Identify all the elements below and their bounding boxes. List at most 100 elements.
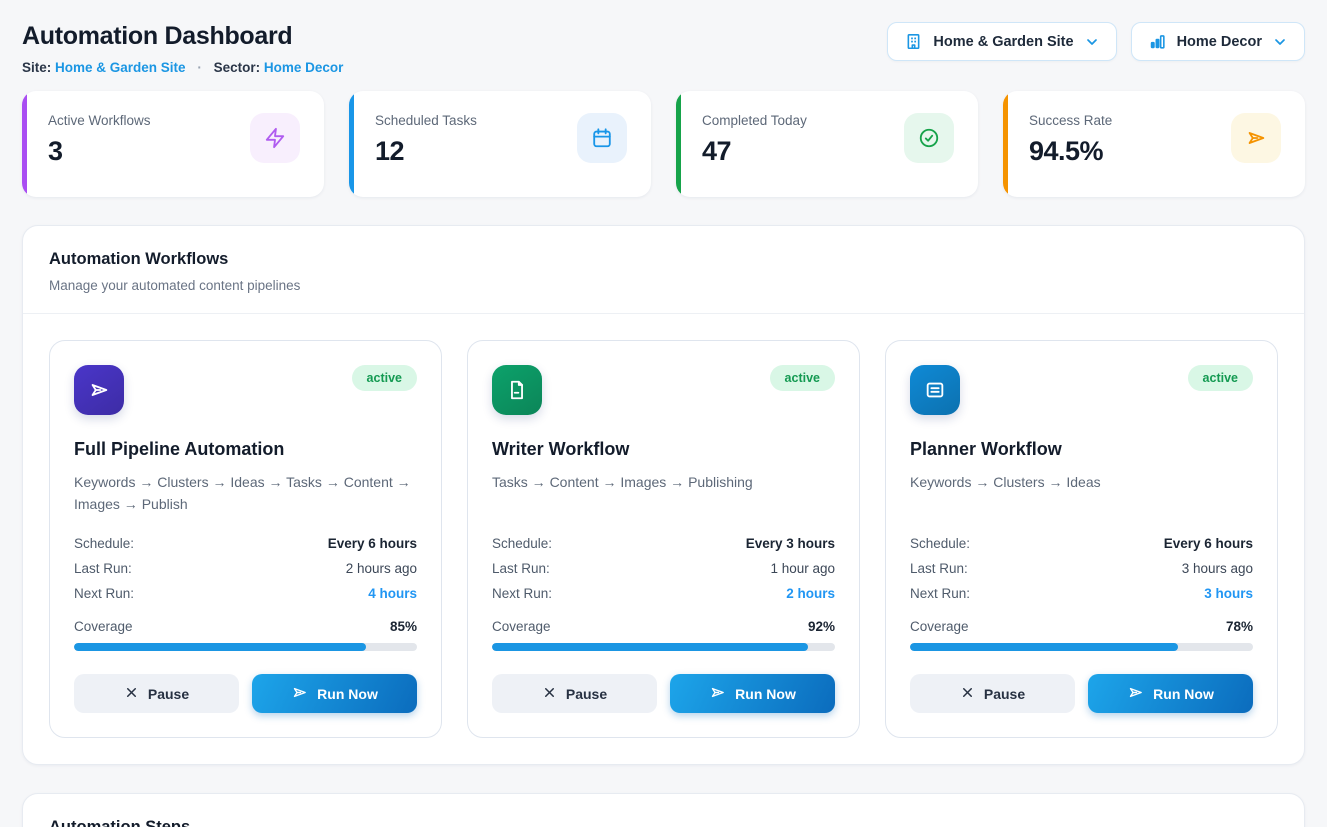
next-run-row: Next Run: 2 hours <box>492 586 835 601</box>
coverage-label: Coverage <box>74 619 133 634</box>
stat-label: Completed Today <box>702 113 807 128</box>
last-run-value: 2 hours ago <box>345 561 417 576</box>
schedule-row: Schedule: Every 6 hours <box>910 536 1253 551</box>
schedule-value: Every 6 hours <box>327 536 417 551</box>
run-now-button[interactable]: Run Now <box>1088 674 1253 713</box>
schedule-label: Schedule: <box>492 536 553 551</box>
stat-accent-stripe <box>349 91 354 197</box>
workflow-description: Keywords → Clusters → Ideas <box>910 474 1101 490</box>
schedule-value: Every 6 hours <box>1163 536 1253 551</box>
list-icon <box>910 365 960 415</box>
coverage-label: Coverage <box>910 619 969 634</box>
calendar-icon <box>577 113 627 163</box>
status-badge: active <box>351 365 417 391</box>
schedule-label: Schedule: <box>910 536 971 551</box>
workflows-section-subtitle: Manage your automated content pipelines <box>49 278 301 293</box>
stat-value: 94.5% <box>1029 136 1104 166</box>
zap-icon <box>250 113 300 163</box>
workflow-description: Keywords → Clusters → Ideas → Tasks → Co… <box>74 474 411 512</box>
workflow-meta: Schedule: Every 6 hours Last Run: 2 hour… <box>74 526 417 601</box>
last-run-row: Last Run: 1 hour ago <box>492 561 835 576</box>
stat-card: Scheduled Tasks 12 <box>349 91 651 197</box>
sector-dropdown[interactable]: Home Decor <box>1130 22 1305 61</box>
coverage-progress-track <box>74 643 417 651</box>
stat-value: 3 <box>48 136 63 166</box>
last-run-label: Last Run: <box>74 561 132 576</box>
header-titles: Automation Dashboard Site: Home & Garden… <box>22 22 343 75</box>
workflows-section-body: active Full Pipeline Automation Keywords… <box>23 314 1304 764</box>
pause-button[interactable]: Pause <box>492 674 657 713</box>
coverage-value: 92% <box>807 619 835 634</box>
run-now-button[interactable]: Run Now <box>252 674 417 713</box>
separator-dot: · <box>197 60 202 75</box>
workflow-name: Full Pipeline Automation <box>74 439 285 459</box>
stat-value: 12 <box>375 136 405 166</box>
last-run-label: Last Run: <box>492 561 550 576</box>
page-header: Automation Dashboard Site: Home & Garden… <box>22 22 1305 75</box>
steps-section: Automation Steps Configure which steps a… <box>22 793 1305 827</box>
stat-label: Active Workflows <box>48 113 151 128</box>
site-link[interactable]: Home & Garden Site <box>55 60 186 75</box>
site-label: Site: <box>22 60 52 75</box>
next-run-label: Next Run: <box>492 586 553 601</box>
stat-accent-stripe <box>676 91 681 197</box>
header-dropdowns: Home & Garden Site Home Decor <box>887 22 1305 61</box>
workflows-section-title: Automation Workflows <box>49 250 229 268</box>
workflow-card: active Full Pipeline Automation Keywords… <box>49 340 442 738</box>
steps-section-title: Automation Steps <box>49 818 191 827</box>
next-run-value: 4 hours <box>368 586 417 601</box>
coverage-progress-track <box>910 643 1253 651</box>
status-badge: active <box>769 365 835 391</box>
coverage-row: Coverage 92% <box>492 619 835 634</box>
next-run-label: Next Run: <box>910 586 971 601</box>
next-run-row: Next Run: 4 hours <box>74 586 417 601</box>
file-text-icon <box>492 365 542 415</box>
coverage-progress-track <box>492 643 835 651</box>
send-icon <box>291 684 308 704</box>
next-run-value: 2 hours <box>786 586 835 601</box>
coverage-label: Coverage <box>492 619 551 634</box>
bar-chart-icon <box>1148 32 1167 51</box>
run-now-button-label: Run Now <box>1153 685 1214 702</box>
stat-accent-stripe <box>22 91 27 197</box>
workflow-card: active Planner Workflow Keywords → Clust… <box>885 340 1278 738</box>
last-run-value: 1 hour ago <box>770 561 835 576</box>
pause-button[interactable]: Pause <box>910 674 1075 713</box>
run-now-button-label: Run Now <box>735 685 796 702</box>
pause-button[interactable]: Pause <box>74 674 239 713</box>
site-dropdown[interactable]: Home & Garden Site <box>887 22 1117 61</box>
workflow-name: Writer Workflow <box>492 439 630 459</box>
chevron-down-icon <box>1084 34 1100 50</box>
pause-button-label: Pause <box>983 685 1026 702</box>
stat-label: Scheduled Tasks <box>375 113 477 128</box>
workflow-grid: active Full Pipeline Automation Keywords… <box>49 340 1278 738</box>
coverage-progress-fill <box>910 643 1178 651</box>
coverage-value: 78% <box>1225 619 1253 634</box>
workflow-card-top: active <box>910 365 1253 415</box>
sector-dropdown-label: Home Decor <box>1176 33 1262 50</box>
next-run-label: Next Run: <box>74 586 135 601</box>
x-icon <box>124 685 139 703</box>
send-icon <box>1127 684 1144 704</box>
stat-card: Success Rate 94.5% <box>1003 91 1305 197</box>
last-run-row: Last Run: 3 hours ago <box>910 561 1253 576</box>
sector-link[interactable]: Home Decor <box>263 60 344 75</box>
pause-button-label: Pause <box>147 685 190 702</box>
last-run-row: Last Run: 2 hours ago <box>74 561 417 576</box>
next-run-row: Next Run: 3 hours <box>910 586 1253 601</box>
stats-row: Active Workflows 3 Scheduled Tasks 12 Co… <box>22 91 1305 197</box>
chevron-down-icon <box>1272 34 1288 50</box>
workflows-section-header: Automation Workflows Manage your automat… <box>23 226 1304 314</box>
breadcrumb: Site: Home & Garden Site · Sector: Home … <box>22 60 343 75</box>
status-badge: active <box>1187 365 1253 391</box>
stat-card: Completed Today 47 <box>676 91 978 197</box>
coverage-row: Coverage 85% <box>74 619 417 634</box>
site-dropdown-label: Home & Garden Site <box>933 33 1074 50</box>
stat-value: 47 <box>702 136 732 166</box>
stat-card: Active Workflows 3 <box>22 91 324 197</box>
page-title: Automation Dashboard <box>22 22 293 50</box>
coverage-block: Coverage 85% <box>74 619 417 651</box>
run-now-button[interactable]: Run Now <box>670 674 835 713</box>
next-run-value: 3 hours <box>1204 586 1253 601</box>
coverage-value: 85% <box>389 619 417 634</box>
